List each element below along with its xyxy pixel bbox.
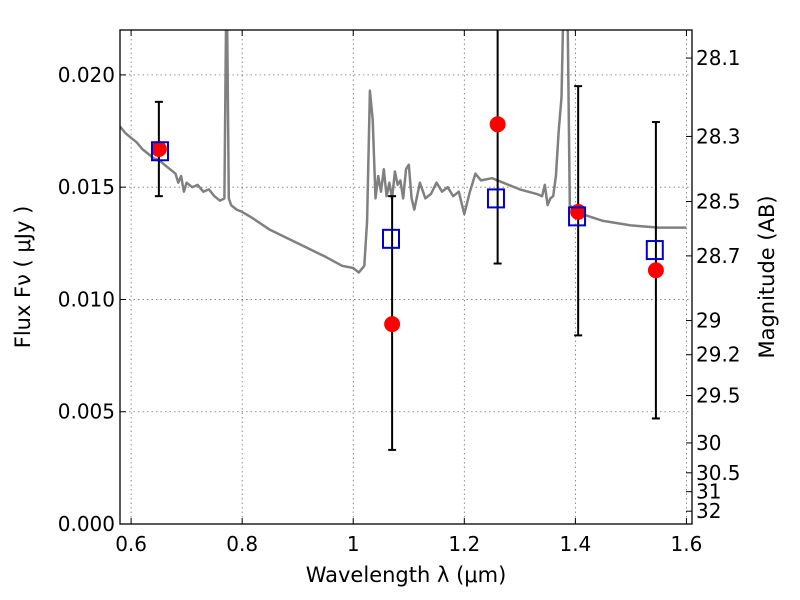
mag-tick-label: 30 — [696, 431, 721, 455]
blue-model-square — [382, 228, 401, 249]
mag-tick-label: 30.5 — [696, 461, 741, 485]
blue-model-square — [486, 188, 505, 209]
y-tick-label: 0.000 — [58, 512, 115, 536]
mag-tick-label: 28.1 — [696, 46, 741, 70]
grid-lines — [120, 30, 692, 525]
mag-tick-label: 32 — [696, 499, 721, 523]
data-points — [150, 116, 664, 333]
red-data-point — [647, 262, 664, 279]
y-tick-label: 0.010 — [58, 287, 115, 311]
plot-frame — [119, 29, 693, 525]
x-axis-label: Wavelength λ (μm) — [306, 563, 507, 587]
x-tick-label: 0.6 — [115, 532, 147, 556]
x-tick-label: 1.2 — [448, 532, 480, 556]
x-tick-label: 1 — [347, 532, 360, 556]
tick-labels: 0.6 0.8 1 1.2 1.4 1.6 0.000 0.005 0.010 0.015 0.02… — [58, 46, 741, 556]
mag-tick-label: 28.7 — [696, 244, 741, 268]
blue-model-square — [150, 141, 169, 162]
mag-tick-label: 28.5 — [696, 190, 741, 214]
red-data-point — [150, 141, 167, 158]
red-data-point — [384, 316, 401, 333]
y-tick-label: 0.005 — [58, 400, 115, 424]
error-bars — [154, 30, 660, 451]
y-tick-label: 0.020 — [58, 63, 115, 87]
blue-model-square — [645, 240, 664, 261]
blue-model-square — [568, 206, 587, 227]
mag-tick-label: 31 — [696, 480, 721, 504]
spectrum-line — [120, 30, 687, 274]
mag-tick-label: 28.3 — [696, 124, 741, 148]
y-axis-label: Flux Fν ( μJy ) — [11, 206, 35, 349]
y2-axis-label: Magnitude (AB) — [755, 195, 779, 358]
mag-tick-label: 29.5 — [696, 384, 741, 408]
mag-tick-label: 29.2 — [696, 343, 741, 367]
red-data-point — [489, 116, 506, 133]
y-tick-label: 0.015 — [58, 175, 115, 199]
axis-ticks — [120, 30, 692, 525]
x-tick-label: 1.6 — [671, 532, 703, 556]
model-spectrum — [120, 30, 687, 274]
plot-area — [120, 30, 687, 451]
mag-tick-label: 29 — [696, 309, 721, 333]
x-tick-label: 0.8 — [226, 532, 258, 556]
x-tick-label: 1.4 — [559, 532, 591, 556]
